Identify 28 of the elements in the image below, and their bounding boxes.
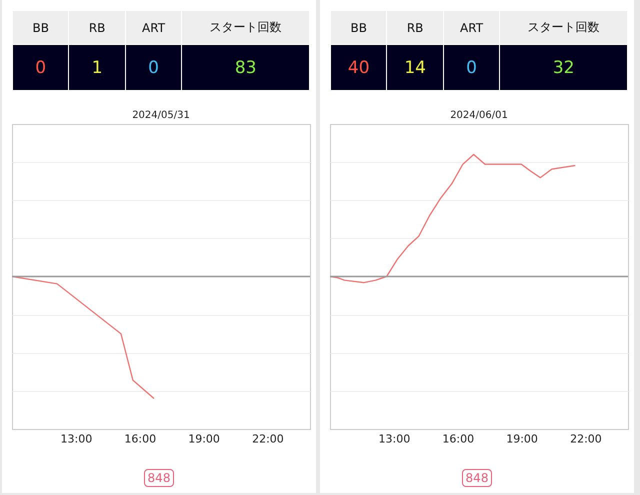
data-label: 0 [443, 44, 500, 90]
category-label: スタート回数 [182, 10, 310, 44]
category-label: RB [386, 10, 444, 44]
data-label: 40 [330, 44, 387, 90]
data-label: 83 [182, 44, 310, 90]
x-tick-label: 22:00 [252, 432, 284, 446]
x-tick-label: 19:00 [188, 432, 220, 446]
data-label: 0 [12, 44, 69, 90]
x-tick-label: 19:00 [506, 432, 538, 446]
data-label: 0 [125, 44, 182, 90]
chart-title: 2024/05/31 [132, 110, 190, 121]
category-label: RB [68, 10, 126, 44]
category-label: ART [443, 10, 500, 44]
category-label: BB [330, 10, 387, 44]
data-label: 32 [500, 44, 628, 90]
x-tick-label: 13:00 [60, 432, 92, 446]
text: 848 [462, 469, 492, 487]
text: 848 [144, 469, 174, 487]
x-tick-label: 13:00 [378, 432, 410, 446]
x-tick-label: 16:00 [442, 432, 474, 446]
data-label: 14 [386, 44, 444, 90]
category-label: スタート回数 [500, 10, 628, 44]
x-tick-label: 16:00 [124, 432, 156, 446]
data-label: 1 [68, 44, 126, 90]
category-label: BB [12, 10, 69, 44]
x-tick-label: 22:00 [570, 432, 602, 446]
chart-title: 2024/06/01 [450, 110, 508, 121]
category-label: ART [125, 10, 182, 44]
